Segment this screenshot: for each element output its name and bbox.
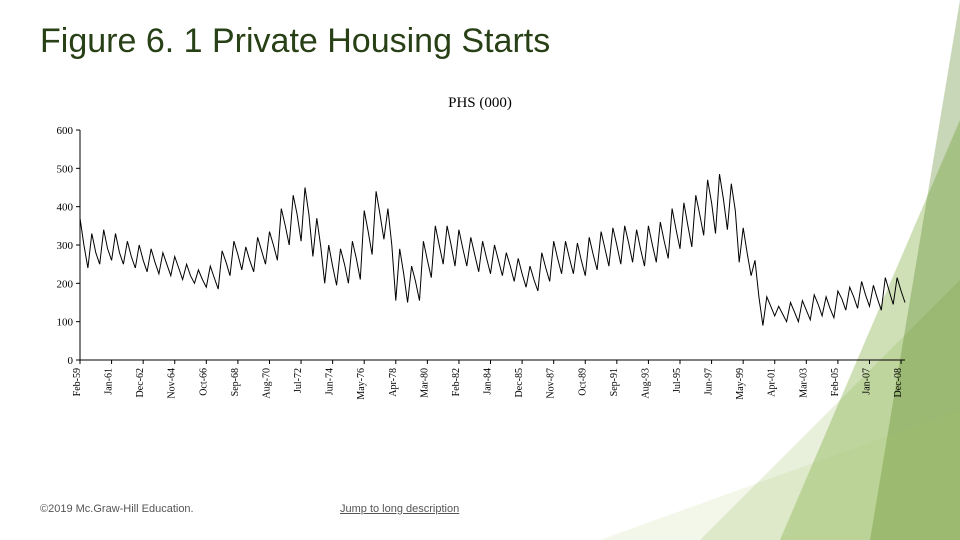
- svg-text:Dec-08: Dec-08: [893, 368, 904, 397]
- svg-text:Jan-61: Jan-61: [104, 368, 115, 395]
- long-description-link[interactable]: Jump to long description: [340, 503, 459, 515]
- svg-text:Jul-95: Jul-95: [672, 368, 683, 393]
- svg-text:400: 400: [57, 202, 74, 214]
- svg-text:Jun-97: Jun-97: [704, 368, 715, 395]
- svg-text:600: 600: [57, 125, 74, 137]
- svg-text:Mar-03: Mar-03: [798, 368, 809, 398]
- svg-text:May-99: May-99: [735, 368, 746, 400]
- svg-text:Sep-91: Sep-91: [609, 368, 620, 396]
- svg-text:Oct-66: Oct-66: [198, 368, 209, 396]
- svg-text:Aug-93: Aug-93: [640, 368, 651, 399]
- svg-text:Jan-07: Jan-07: [861, 368, 872, 395]
- svg-text:Aug-70: Aug-70: [261, 368, 272, 399]
- svg-text:Feb-05: Feb-05: [830, 368, 841, 396]
- svg-text:Nov-64: Nov-64: [167, 368, 178, 399]
- svg-text:Oct-89: Oct-89: [577, 368, 588, 396]
- svg-text:500: 500: [57, 163, 74, 175]
- svg-text:Jan-84: Jan-84: [483, 368, 494, 395]
- svg-text:Feb-82: Feb-82: [451, 368, 462, 396]
- svg-text:100: 100: [57, 317, 74, 329]
- figure-title: Figure 6. 1 Private Housing Starts: [40, 22, 550, 61]
- svg-text:Dec-85: Dec-85: [514, 368, 525, 397]
- svg-text:Nov-87: Nov-87: [546, 368, 557, 399]
- chart-title: PHS (000): [0, 95, 960, 112]
- svg-text:Apr-01: Apr-01: [767, 368, 778, 397]
- svg-text:Jul-72: Jul-72: [293, 368, 304, 393]
- svg-text:Feb-59: Feb-59: [72, 368, 83, 396]
- svg-text:0: 0: [68, 355, 74, 367]
- svg-text:300: 300: [57, 240, 74, 252]
- svg-text:Apr-78: Apr-78: [388, 368, 399, 397]
- svg-text:May-76: May-76: [356, 368, 367, 400]
- svg-text:Jun-74: Jun-74: [325, 368, 336, 395]
- svg-text:Mar-80: Mar-80: [419, 368, 430, 398]
- copyright-text: ©2019 Mc.Graw-Hill Education.: [40, 503, 194, 515]
- svg-text:200: 200: [57, 278, 74, 290]
- line-chart: 0 100 200 300 400 500 600 Feb-59 Jan-61 Dec-62 Nov…: [45, 125, 915, 425]
- svg-text:Dec-62: Dec-62: [135, 368, 146, 397]
- svg-text:Sep-68: Sep-68: [230, 368, 241, 396]
